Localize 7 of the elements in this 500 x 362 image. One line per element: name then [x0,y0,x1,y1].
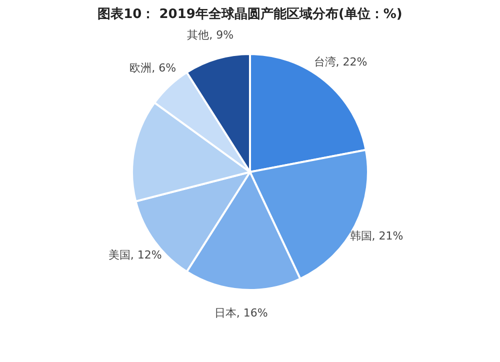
slice-label: 日本, 16% [214,306,268,320]
slice-label: 韩国, 21% [350,229,404,242]
chart-title: 图表10： 2019年全球晶圆产能区域分布(单位：%) [98,6,402,22]
slice-label: 其他, 9% [187,28,234,42]
slice-label: 台湾, 22% [314,56,368,69]
slice-label: 美国, 12% [108,248,162,262]
slice-label: 欧洲, 6% [130,61,176,74]
